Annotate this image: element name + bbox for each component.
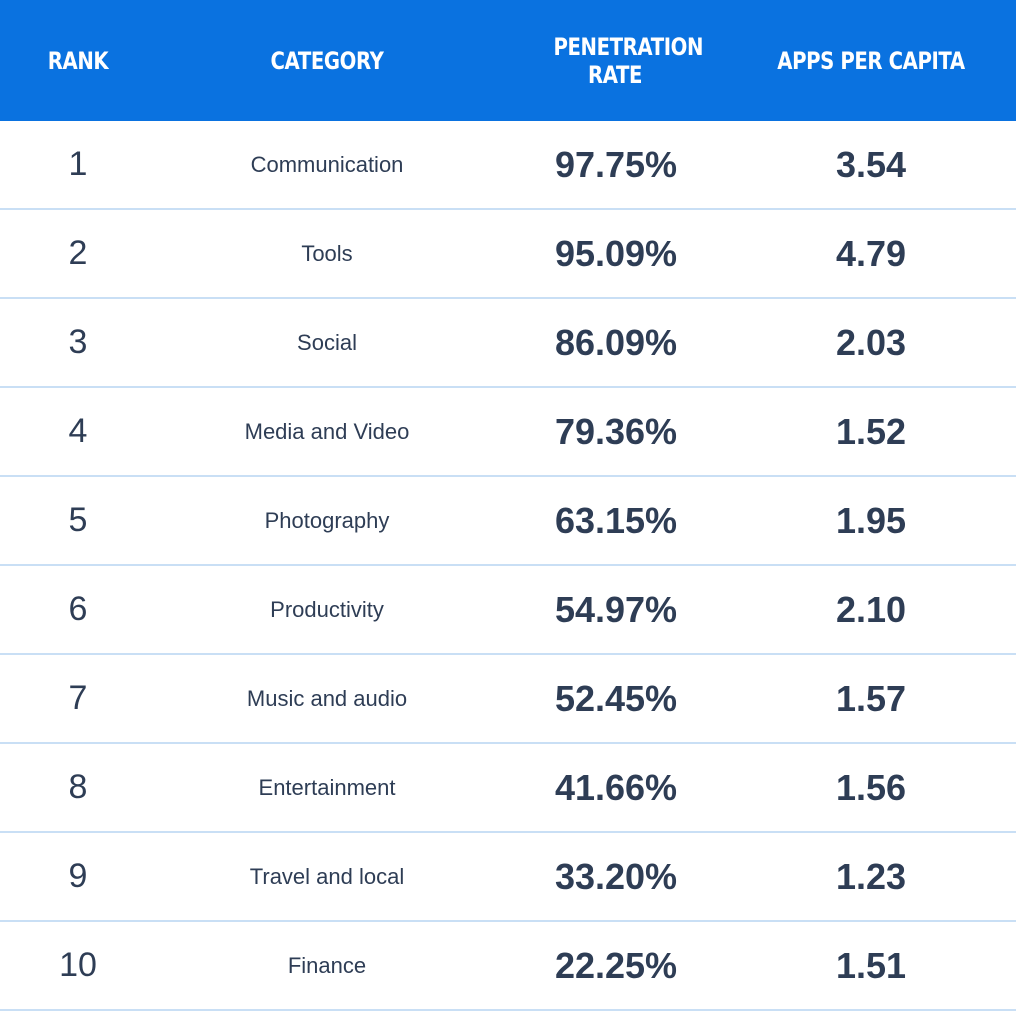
rank-cell: 7 (68, 679, 88, 717)
penetration-cell: 63.15% (554, 499, 678, 541)
table-row: 2 Tools 95.09% 4.79 (0, 210, 1016, 299)
rank-cell: 3 (68, 323, 88, 361)
penetration-cell: 86.09% (554, 321, 678, 363)
header-category: CATEGORY (270, 46, 384, 75)
rank-cell: 1 (68, 145, 88, 183)
table-row: 5 Photography 63.15% 1.95 (0, 477, 1016, 566)
table-row: 4 Media and Video 79.36% 1.52 (0, 388, 1016, 477)
header-penetration-rate: PENETRATION RATE (504, 0, 725, 121)
header-penetration-rate-text: PENETRATION RATE (553, 32, 704, 89)
table-row: 3 Social 86.09% 2.03 (0, 299, 1016, 388)
table-row: 6 Productivity 54.97% 2.10 (0, 566, 1016, 655)
penetration-cell: 41.66% (554, 766, 678, 808)
rank-cell: 4 (68, 412, 88, 450)
rank-cell: 8 (68, 768, 88, 806)
table-header: RANK CATEGORY PENETRATION RATE APPS PER … (0, 0, 1016, 121)
category-cell: Tools (301, 240, 353, 266)
category-cell: Travel and local (249, 863, 405, 889)
penetration-cell: 54.97% (554, 588, 678, 630)
penetration-cell: 79.36% (554, 410, 678, 452)
table-row: 9 Travel and local 33.20% 1.23 (0, 833, 1016, 922)
table-row: 8 Entertainment 41.66% 1.56 (0, 744, 1016, 833)
apps-per-capita-cell: 3.54 (835, 143, 907, 185)
table-row: 7 Music and audio 52.45% 1.57 (0, 655, 1016, 744)
apps-per-capita-cell: 2.10 (835, 588, 907, 630)
apps-per-capita-cell: 4.79 (835, 232, 907, 274)
apps-per-capita-cell: 2.03 (835, 321, 907, 363)
apps-per-capita-cell: 1.95 (835, 499, 907, 541)
table-row: 10 Finance 22.25% 1.51 (0, 922, 1016, 1011)
apps-per-capita-cell: 1.52 (835, 410, 907, 452)
table-row: 1 Communication 97.75% 3.54 (0, 121, 1016, 210)
penetration-cell: 22.25% (554, 944, 678, 986)
penetration-cell: 33.20% (554, 855, 678, 897)
apps-per-capita-cell: 1.57 (835, 677, 907, 719)
apps-per-capita-cell: 1.23 (835, 855, 907, 897)
rank-cell: 2 (68, 234, 88, 272)
category-cell: Media and Video (244, 418, 410, 444)
apps-per-capita-cell: 1.51 (835, 944, 907, 986)
header-apps-per-capita: APPS PER CAPITA (777, 46, 965, 75)
table-body: 1 Communication 97.75% 3.54 2 Tools 95.0… (0, 121, 1016, 1011)
category-cell: Finance (287, 952, 367, 978)
rank-cell: 6 (68, 590, 88, 628)
rank-cell: 9 (68, 857, 88, 895)
penetration-cell: 95.09% (554, 232, 678, 274)
rank-cell: 5 (68, 501, 88, 539)
category-cell: Music and audio (246, 685, 408, 711)
header-rank: RANK (47, 46, 109, 75)
category-cell: Social (297, 329, 357, 355)
apps-per-capita-cell: 1.56 (835, 766, 907, 808)
rank-cell: 10 (59, 946, 97, 984)
penetration-cell: 97.75% (554, 143, 678, 185)
category-cell: Communication (250, 151, 404, 177)
category-cell: Entertainment (258, 774, 396, 800)
category-cell: Photography (264, 507, 390, 533)
category-cell: Productivity (270, 596, 384, 622)
penetration-cell: 52.45% (554, 677, 678, 719)
